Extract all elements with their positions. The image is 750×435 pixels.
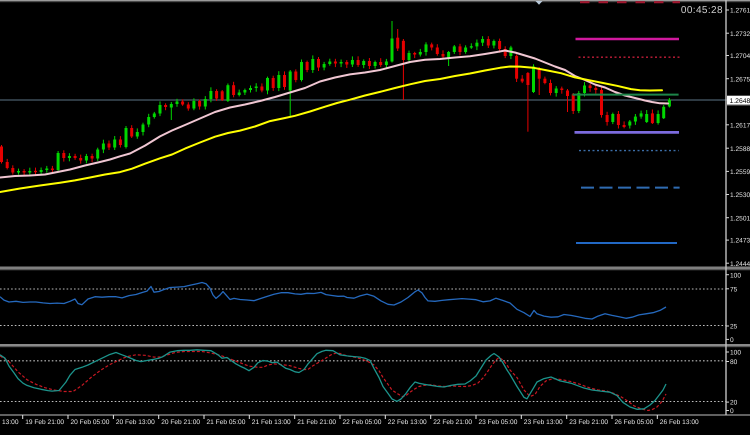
svg-text:23 Feb 21:00: 23 Feb 21:00 — [569, 419, 608, 426]
svg-text:0: 0 — [730, 408, 734, 415]
svg-text:1.2648: 1.2648 — [730, 98, 750, 105]
svg-text:00:45:28: 00:45:28 — [681, 5, 723, 16]
svg-text:1.2559: 1.2559 — [730, 169, 750, 176]
svg-text:20 Feb 21:00: 20 Feb 21:00 — [161, 419, 200, 426]
svg-text:22 Feb 05:00: 22 Feb 05:00 — [343, 419, 382, 426]
svg-text:1.2444: 1.2444 — [730, 261, 750, 268]
svg-text:100: 100 — [730, 272, 741, 279]
svg-text:22 Feb 21:00: 22 Feb 21:00 — [433, 419, 472, 426]
svg-text:80: 80 — [730, 359, 738, 366]
svg-text:26 Feb 13:00: 26 Feb 13:00 — [660, 419, 699, 426]
svg-text:21 Feb 21:00: 21 Feb 21:00 — [297, 419, 336, 426]
svg-text:20: 20 — [730, 400, 738, 407]
svg-text:20 Feb 05:00: 20 Feb 05:00 — [71, 419, 110, 426]
svg-text:1.2530: 1.2530 — [730, 192, 750, 199]
svg-text:0: 0 — [730, 337, 734, 344]
svg-text:25: 25 — [730, 324, 738, 331]
svg-text:75: 75 — [730, 286, 738, 293]
svg-text:1.2501: 1.2501 — [730, 215, 750, 222]
svg-text:13:00: 13:00 — [2, 419, 19, 426]
svg-text:1.2617: 1.2617 — [730, 122, 750, 129]
svg-text:21 Feb 13:00: 21 Feb 13:00 — [252, 419, 291, 426]
svg-text:1.2675: 1.2675 — [730, 76, 750, 83]
svg-text:20 Feb 13:00: 20 Feb 13:00 — [116, 419, 155, 426]
svg-text:100: 100 — [730, 350, 741, 357]
svg-text:22 Feb 13:00: 22 Feb 13:00 — [388, 419, 427, 426]
svg-text:19 Feb 21:00: 19 Feb 21:00 — [25, 419, 64, 426]
svg-text:21 Feb 05:00: 21 Feb 05:00 — [207, 419, 246, 426]
svg-text:26 Feb 05:00: 26 Feb 05:00 — [615, 419, 654, 426]
svg-text:23 Feb 13:00: 23 Feb 13:00 — [524, 419, 563, 426]
svg-text:23 Feb 05:00: 23 Feb 05:00 — [479, 419, 518, 426]
svg-text:1.2588: 1.2588 — [730, 146, 750, 153]
svg-text:1.2732: 1.2732 — [730, 31, 750, 38]
svg-text:1.2761: 1.2761 — [730, 8, 750, 15]
svg-text:1.2704: 1.2704 — [730, 53, 750, 60]
svg-text:1.2473: 1.2473 — [730, 238, 750, 245]
